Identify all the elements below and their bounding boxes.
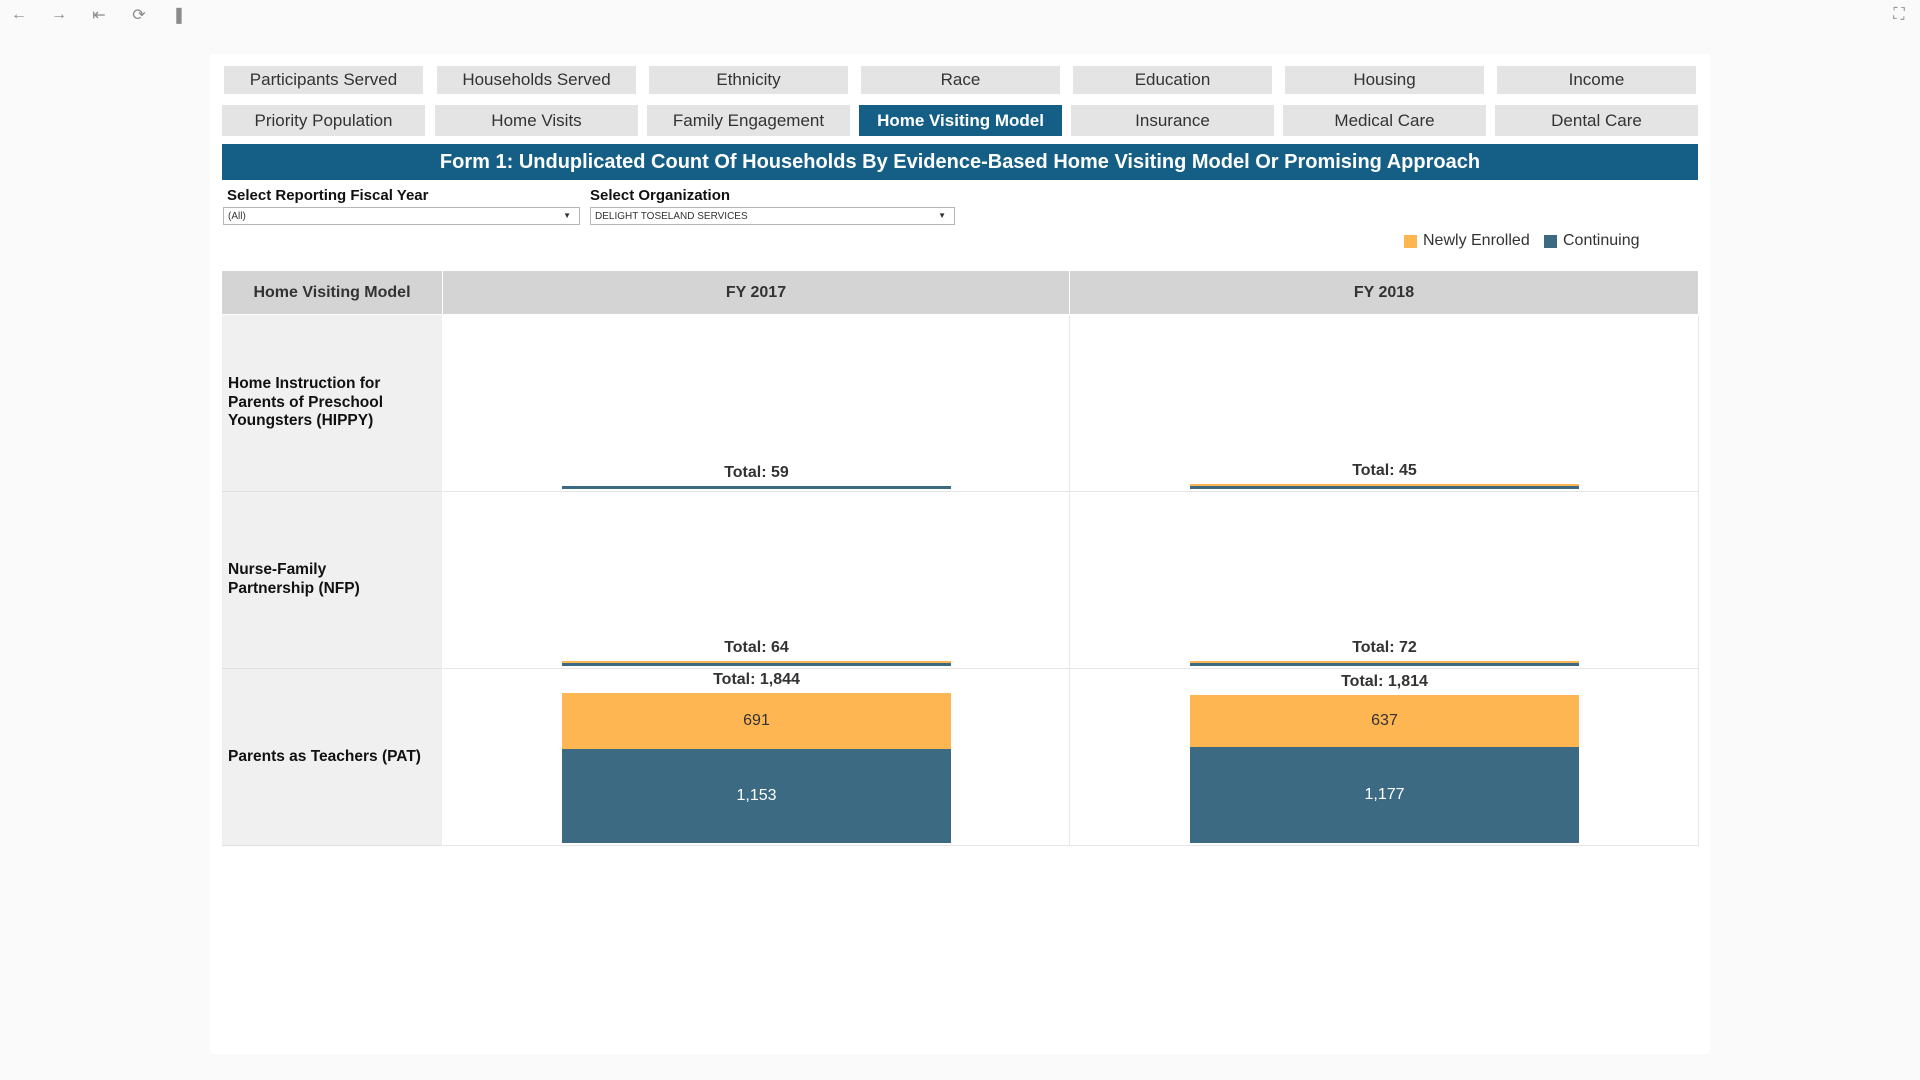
first-page-icon[interactable]: ⇤: [92, 7, 106, 24]
bar-continuing[interactable]: [562, 663, 951, 666]
back-icon[interactable]: ←: [11, 6, 27, 23]
chart-cell: Total: 59: [443, 315, 1070, 492]
chart-cell: Total: 72: [1070, 492, 1699, 669]
bar-total-label: Total: 1,814: [1341, 673, 1428, 691]
nav-participants-served-button[interactable]: Participants Served: [224, 66, 423, 94]
chart-grid: Home Visiting Model FY 2017 FY 2018 Home…: [222, 271, 1699, 846]
bar-continuing[interactable]: 1,177: [1190, 747, 1579, 843]
refresh-icon[interactable]: ⟳: [132, 7, 146, 24]
row-header-0: Home Instruction for Parents of Preschoo…: [222, 315, 442, 492]
chart-cell: 1,177 637 Total: 1,814: [1070, 669, 1699, 846]
nav-housing-button[interactable]: Housing: [1285, 66, 1484, 94]
organization-value: DELIGHT TOSELAND SERVICES: [595, 210, 748, 222]
fullscreen-icon[interactable]: ⛶: [1893, 6, 1905, 23]
column-header-fy2018: FY 2018: [1070, 271, 1698, 314]
row-header-title: Home Visiting Model: [222, 271, 442, 314]
fiscal-year-select[interactable]: (All) ▼: [223, 207, 580, 225]
legend-continuing-label: Continuing: [1563, 232, 1640, 249]
nav-ethnicity-button[interactable]: Ethnicity: [649, 66, 848, 94]
chevron-down-icon: ▼: [563, 211, 571, 220]
bar-newly-enrolled[interactable]: 637: [1190, 695, 1579, 748]
legend-newly-enrolled: Newly Enrolled: [1404, 232, 1530, 250]
bar-newly-enrolled[interactable]: [1190, 484, 1579, 486]
nav-race-button[interactable]: Race: [861, 66, 1060, 94]
chart-cell: Total: 64: [443, 492, 1070, 669]
nav-priority-population-button[interactable]: Priority Population: [222, 105, 425, 136]
column-header-fy2017: FY 2017: [443, 271, 1069, 314]
bar-continuing[interactable]: [1190, 486, 1579, 489]
legend-continuing: Continuing: [1544, 232, 1640, 250]
chart-cell: 1,153 691 Total: 1,844: [443, 669, 1070, 846]
dashboard: Participants Served Households Served Ethn…: [210, 54, 1710, 1054]
bar-total-label: Total: 64: [724, 639, 789, 656]
nav-insurance-button[interactable]: Insurance: [1071, 105, 1274, 136]
fiscal-year-value: (All): [228, 210, 246, 222]
row-header-1: Nurse-Family Partnership (NFP): [222, 492, 442, 669]
chevron-down-icon: ▼: [938, 211, 946, 220]
nav-dental-care-button[interactable]: Dental Care: [1495, 105, 1698, 136]
nav-households-served-button[interactable]: Households Served: [437, 66, 636, 94]
pause-icon[interactable]: ❚: [172, 7, 186, 24]
fiscal-year-label: Select Reporting Fiscal Year: [227, 187, 429, 204]
chart-cell: Total: 45: [1070, 315, 1699, 492]
bar-total-label: Total: 72: [1352, 639, 1417, 656]
row-header-2: Parents as Teachers (PAT): [222, 669, 442, 846]
legend-newly-enrolled-label: Newly Enrolled: [1423, 232, 1530, 249]
bar-total-label: Total: 59: [724, 464, 789, 481]
nav-home-visits-button[interactable]: Home Visits: [435, 105, 638, 136]
forward-icon[interactable]: →: [51, 6, 67, 23]
nav-home-visiting-model-button[interactable]: Home Visiting Model: [859, 105, 1062, 136]
row-header-label: Parents as Teachers (PAT): [228, 747, 421, 765]
nav-medical-care-button[interactable]: Medical Care: [1283, 105, 1486, 136]
bar-continuing[interactable]: 1,153: [562, 749, 951, 843]
nav-family-engagement-button[interactable]: Family Engagement: [647, 105, 850, 136]
organization-select[interactable]: DELIGHT TOSELAND SERVICES ▼: [590, 207, 955, 225]
bar-total-label: Total: 1,844: [713, 671, 800, 688]
bar-total-label: Total: 45: [1352, 462, 1417, 479]
nav-education-button[interactable]: Education: [1073, 66, 1272, 94]
bar-newly-enrolled[interactable]: [562, 661, 951, 663]
viewer-toolbar: ← → ⇤ ⟳ ❚ ⛶: [0, 0, 1920, 30]
page-title: Form 1: Unduplicated Count Of Households…: [222, 144, 1698, 180]
row-header-label: Home Instruction for Parents of Preschoo…: [228, 375, 384, 430]
nav-income-button[interactable]: Income: [1497, 66, 1696, 94]
bar-newly-enrolled[interactable]: [1190, 661, 1579, 663]
continuing-swatch: [1544, 234, 1557, 248]
organization-label: Select Organization: [590, 187, 731, 204]
row-header-label: Nurse-Family Partnership (NFP): [228, 561, 360, 597]
bar-newly-enrolled[interactable]: 691: [562, 693, 951, 750]
newly-enrolled-swatch: [1404, 234, 1417, 248]
bar-continuing[interactable]: [1190, 663, 1579, 666]
bar-continuing[interactable]: [562, 486, 951, 489]
